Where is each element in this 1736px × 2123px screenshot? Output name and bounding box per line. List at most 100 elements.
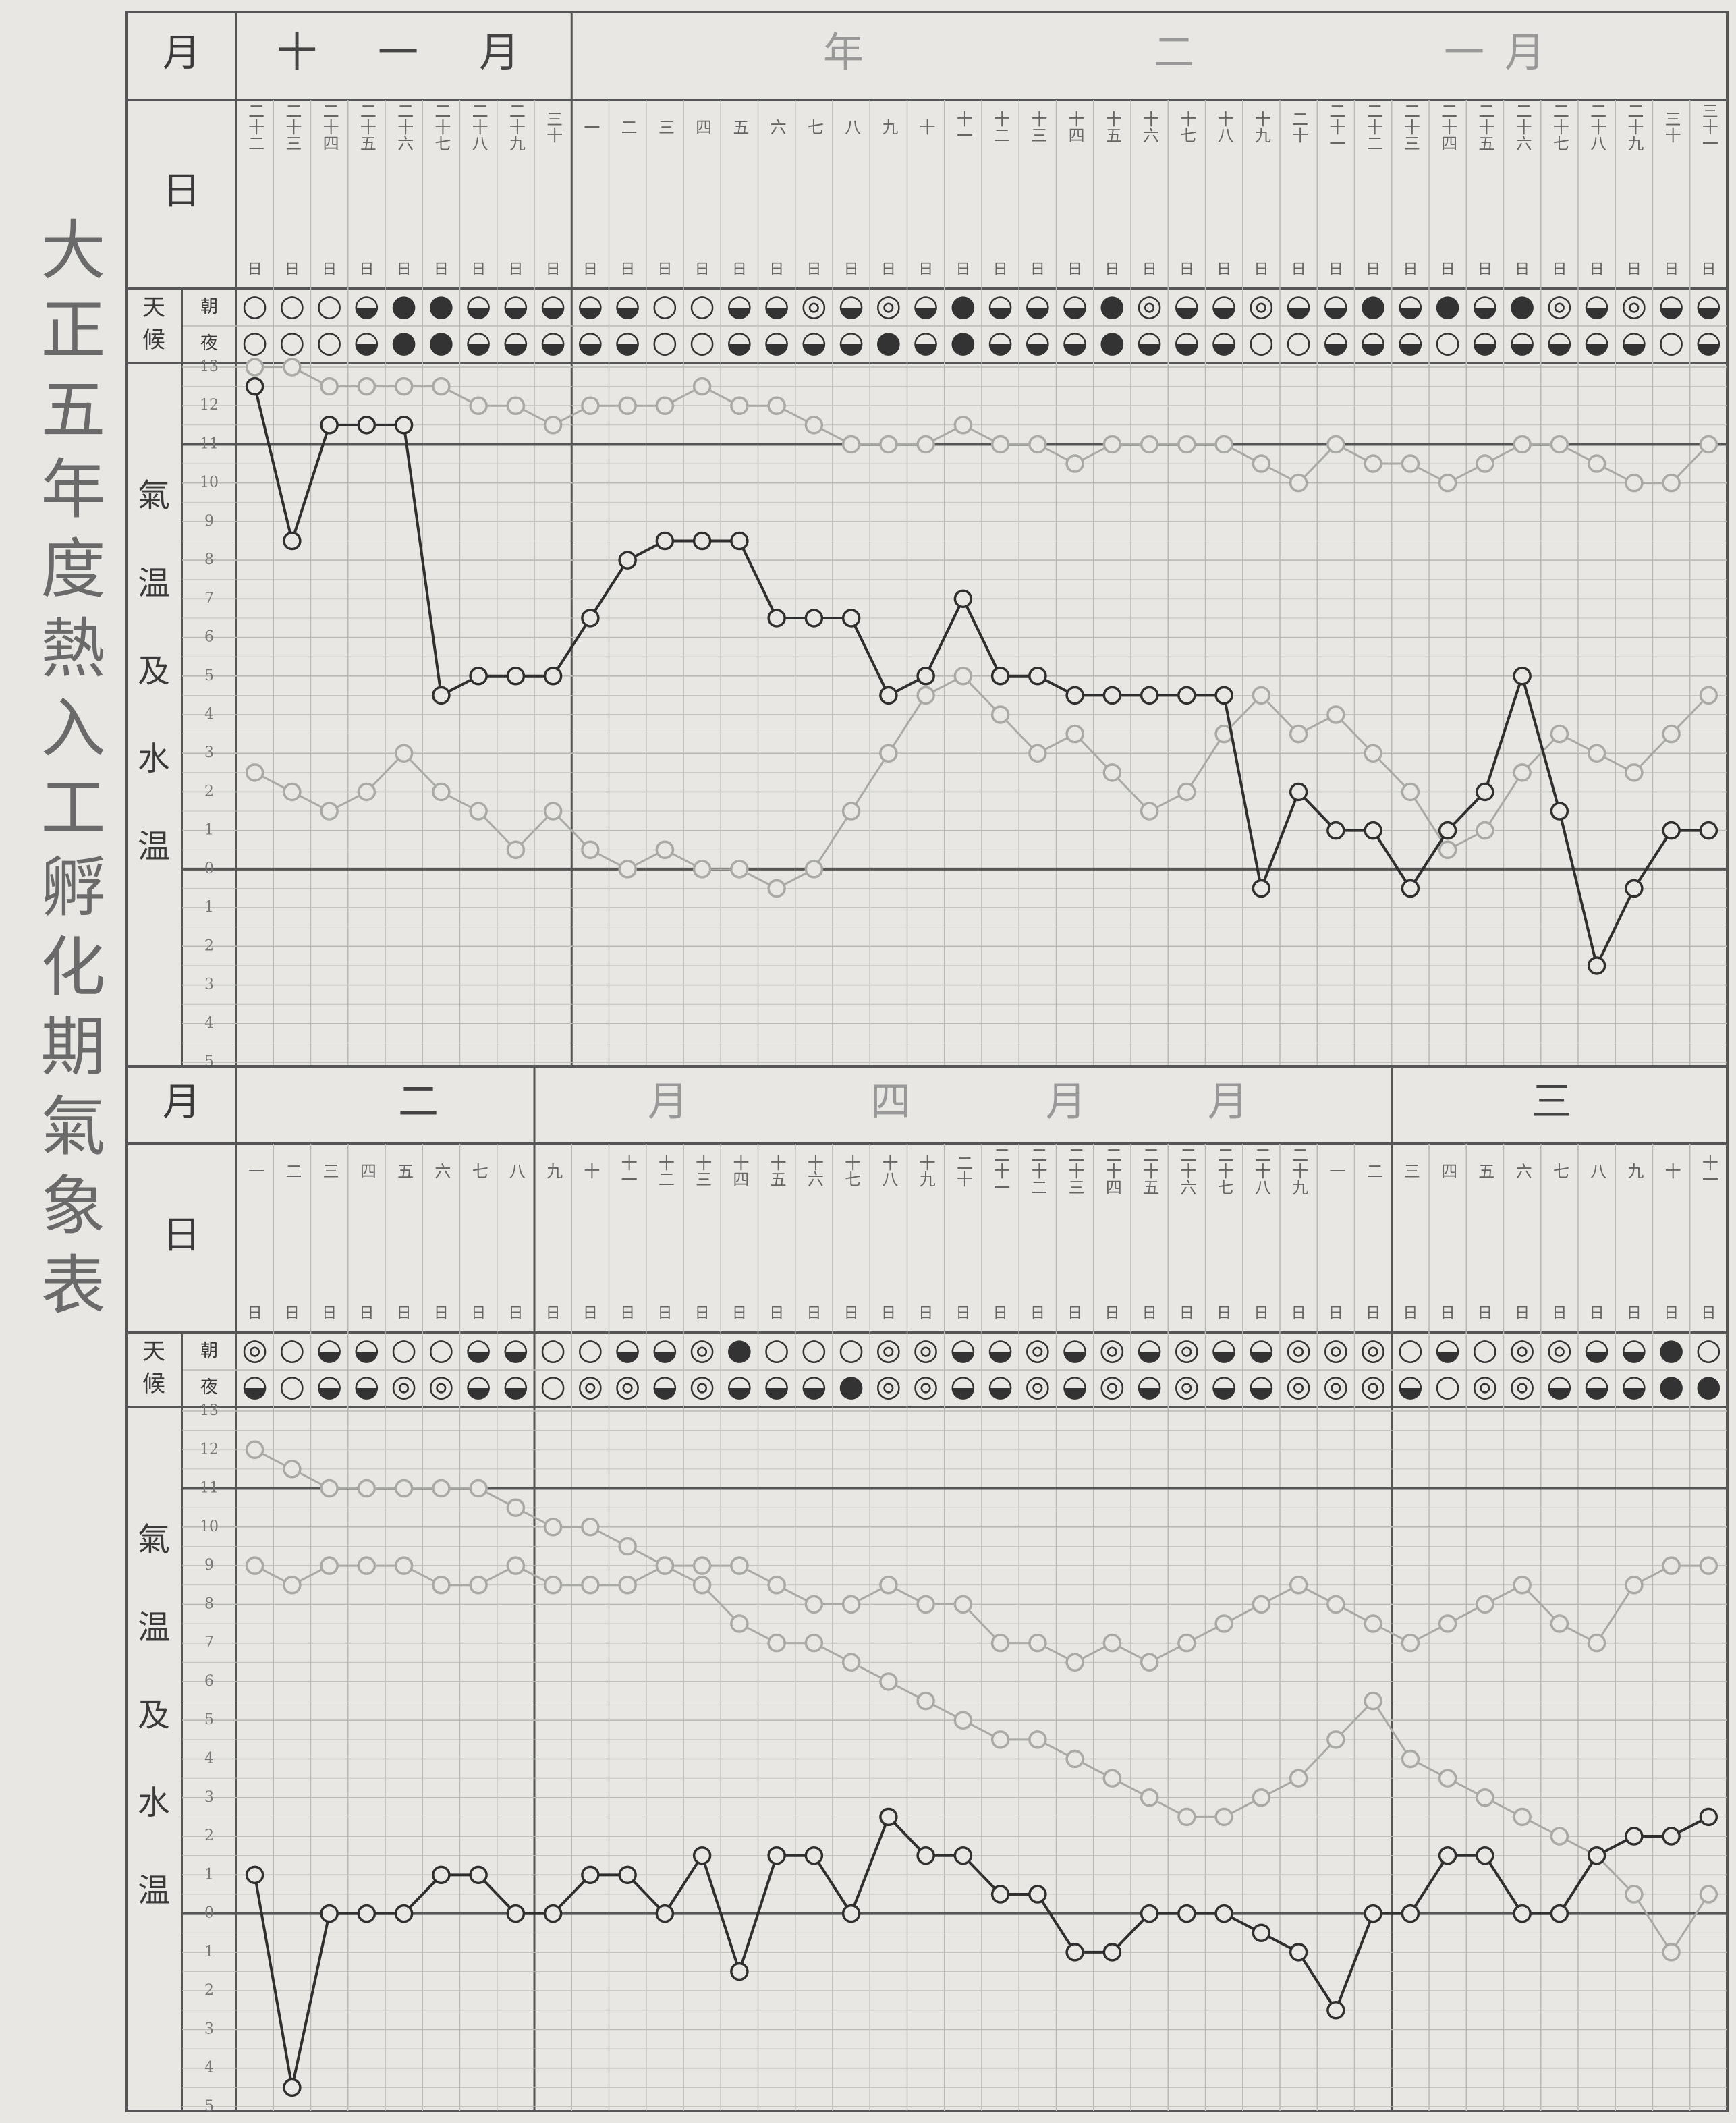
day-suffix: 日: [583, 1305, 598, 1322]
day-suffix: 日: [397, 261, 412, 278]
day-suffix: 日: [806, 1305, 821, 1322]
day-number: 三: [1401, 1163, 1420, 1179]
data-point: [1550, 1827, 1569, 1846]
data-point: [1587, 1846, 1606, 1865]
data-point: [1140, 1653, 1159, 1672]
weather-symbol: ◎: [1546, 1333, 1572, 1367]
weather-symbol: ○: [279, 325, 305, 360]
panel-frame: [125, 1065, 1729, 2112]
weather-symbol: ◒: [1696, 289, 1721, 323]
day-number: 二十三: [1401, 103, 1420, 151]
data-point: [581, 609, 600, 628]
y-tick-label: 1: [204, 1866, 214, 1883]
day-suffix: 日: [806, 261, 821, 278]
day-number: 八: [1588, 1163, 1606, 1179]
weather-symbol: ◒: [1584, 1333, 1609, 1367]
data-point: [1065, 724, 1084, 744]
day-number: 十一: [618, 1155, 637, 1187]
data-point: [804, 1595, 824, 1614]
data-point: [506, 396, 526, 415]
weather-symbol: ●: [1360, 289, 1386, 323]
data-point: [1438, 473, 1457, 493]
weather-symbol: ◎: [1323, 1333, 1349, 1367]
weather-symbol: ◒: [316, 1333, 342, 1367]
month-name: 月: [648, 1078, 688, 1126]
data-point: [1476, 1595, 1494, 1614]
day-suffix: 日: [359, 1305, 374, 1322]
weather-symbol: ○: [1434, 1369, 1460, 1404]
day-suffix: 日: [1104, 1305, 1119, 1322]
day-suffix: 日: [993, 261, 1008, 278]
data-point: [245, 377, 264, 396]
data-point: [692, 531, 712, 551]
y-tick-label: 11: [200, 1480, 219, 1497]
month-name: 月: [1046, 1078, 1086, 1126]
y-tick-label: 4: [204, 1750, 214, 1767]
data-point: [916, 1595, 935, 1614]
temp-axis-label: 氣: [138, 477, 170, 515]
y-tick-label: 2: [204, 783, 214, 800]
data-point: [1662, 1556, 1681, 1575]
day-number: 二十八: [469, 103, 488, 151]
weather-label: 天: [142, 1338, 165, 1365]
weather-symbol: ◒: [913, 325, 939, 360]
y-tick-label: 5: [204, 2098, 214, 2115]
data-point: [730, 1614, 749, 1633]
day-number: 二十三: [1065, 1147, 1084, 1195]
data-point: [543, 802, 563, 821]
data-point: [1513, 667, 1532, 686]
data-point: [394, 416, 414, 435]
data-point: [1177, 782, 1196, 802]
day-suffix: 日: [1254, 1305, 1268, 1322]
data-point: [1513, 435, 1532, 454]
day-number: 二十四: [1102, 1147, 1121, 1195]
data-point: [1102, 1769, 1122, 1788]
data-point: [692, 1846, 712, 1865]
day-number: 七: [804, 119, 823, 135]
data-point: [1028, 667, 1047, 686]
day-suffix: 日: [1179, 261, 1194, 278]
day-suffix: 日: [471, 1305, 486, 1322]
weather-symbol: ◒: [652, 1369, 677, 1404]
weather-symbol: ○: [1285, 325, 1311, 360]
data-point: [1476, 821, 1494, 840]
weather-symbol: ◒: [1323, 325, 1349, 360]
weather-symbol: ●: [1099, 289, 1125, 323]
data-point: [357, 782, 376, 802]
data-point: [432, 686, 451, 705]
data-point: [245, 763, 264, 782]
temp-axis-label: 温: [138, 828, 170, 866]
data-point: [990, 705, 1010, 724]
data-point: [357, 1479, 376, 1498]
day-suffix: 日: [248, 1305, 262, 1322]
month-name: 四: [870, 1078, 911, 1126]
data-point: [394, 744, 414, 763]
data-point: [841, 1653, 861, 1672]
data-point: [1289, 1943, 1308, 1962]
data-point: [1289, 724, 1308, 744]
data-point: [1550, 435, 1569, 454]
day-number: 七: [469, 1163, 488, 1179]
day-suffix: 日: [844, 261, 859, 278]
weather-symbol: ◎: [1025, 1333, 1051, 1367]
data-point: [1289, 1769, 1308, 1788]
data-point: [1252, 1595, 1271, 1614]
data-point: [394, 1904, 414, 1923]
data-point: [1438, 821, 1457, 840]
data-point: [618, 1537, 637, 1556]
weather-symbol: ◎: [428, 1369, 454, 1404]
data-point: [916, 1846, 935, 1865]
data-point: [1513, 763, 1532, 782]
data-point: [1401, 1749, 1420, 1769]
weather-label: 候: [142, 1371, 165, 1398]
data-point: [990, 435, 1010, 454]
data-point: [1699, 1807, 1718, 1827]
data-point: [320, 416, 339, 435]
day-suffix: 日: [657, 1305, 672, 1322]
data-point: [655, 396, 675, 415]
day-suffix: 日: [583, 261, 598, 278]
weather-symbol: ◒: [1025, 325, 1051, 360]
data-point: [581, 1518, 600, 1537]
series-line-1: [253, 386, 1709, 970]
weather-symbol: ○: [391, 1333, 416, 1367]
